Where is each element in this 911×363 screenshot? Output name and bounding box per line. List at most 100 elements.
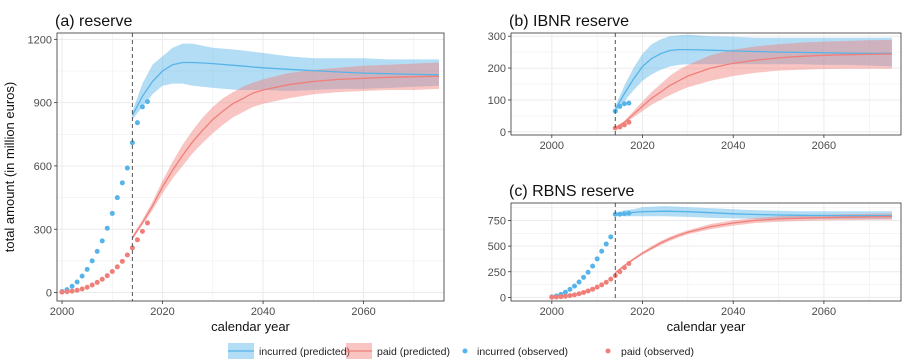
point-paid-observed- — [571, 292, 577, 298]
point-paid-observed- — [114, 264, 120, 270]
x-tick-label: 2040 — [251, 306, 275, 318]
y-tick-label: 300 — [488, 31, 506, 43]
line-paid-predicted- — [614, 53, 892, 129]
point-incurred-observed- — [617, 103, 623, 109]
y-tick-label: 750 — [488, 215, 506, 227]
panel-title: (a) reserve — [55, 13, 132, 30]
band-incurred-predicted- — [132, 43, 439, 120]
point-incurred-observed- — [608, 234, 614, 240]
point-incurred-observed- — [129, 140, 135, 146]
point-incurred-observed- — [585, 269, 591, 275]
y-tick-label: 0 — [500, 127, 506, 139]
point-incurred-observed- — [612, 211, 618, 217]
panel-a: 2000 2020 2040 2060 0 300 600 900 1200(a) reserv… — [2, 13, 445, 334]
legend-label: incurred (predicted) — [259, 346, 350, 358]
point-paid-observed- — [144, 220, 150, 226]
point-incurred-observed- — [621, 211, 627, 217]
point-incurred-observed- — [89, 258, 95, 264]
point-paid-observed- — [617, 269, 623, 275]
point-incurred-observed- — [84, 266, 90, 272]
panel-title: (c) RBNS reserve — [509, 183, 634, 200]
y-tick-label: 100 — [488, 95, 506, 107]
point-incurred-observed- — [603, 241, 609, 247]
point-incurred-observed- — [134, 120, 140, 126]
point-paid-observed- — [581, 289, 587, 295]
point-paid-observed- — [124, 252, 130, 258]
point-incurred-observed- — [594, 256, 600, 262]
x-tick-label: 2020 — [630, 140, 654, 152]
x-tick-label: 2060 — [351, 306, 375, 318]
panel-title: (b) IBNR reserve — [509, 13, 629, 30]
point-paid-observed- — [109, 268, 115, 274]
band-paid-predicted- — [615, 40, 892, 129]
point-paid-observed- — [134, 237, 140, 243]
x-tick-label: 2040 — [721, 140, 745, 152]
legend-key-point — [462, 348, 468, 354]
line-incurred-predicted- — [131, 61, 440, 116]
point-incurred-observed- — [114, 195, 120, 201]
x-tick-label: 2000 — [540, 140, 564, 152]
point-incurred-observed- — [124, 165, 130, 171]
point-incurred-observed- — [562, 289, 568, 295]
plot-border — [56, 32, 445, 302]
point-incurred-observed- — [617, 211, 623, 217]
point-incurred-observed- — [571, 283, 577, 289]
y-tick-label: 300 — [34, 224, 52, 236]
point-paid-observed- — [79, 286, 85, 292]
x-tick-label: 2040 — [721, 306, 745, 318]
line-incurred-predicted- — [615, 210, 892, 217]
x-tick-label: 2020 — [630, 306, 654, 318]
x-axis-label: calendar year — [211, 319, 290, 334]
band-paid-predicted- — [615, 213, 892, 274]
panel-c: 2000 2020 2040 2060 0 250 500 750 (c) RBNS reser… — [488, 183, 902, 334]
point-paid-observed- — [69, 288, 75, 294]
point-paid-observed- — [562, 293, 568, 299]
point-incurred-observed- — [567, 286, 573, 292]
line-paid-predicted- — [614, 215, 892, 274]
x-tick-label: 2060 — [812, 140, 836, 152]
point-incurred-observed- — [104, 225, 110, 231]
point-paid-observed- — [104, 273, 110, 279]
point-incurred-observed- — [590, 263, 596, 269]
point-paid-observed- — [617, 124, 623, 130]
point-paid-observed- — [621, 122, 627, 128]
x-tick-label: 2020 — [150, 306, 174, 318]
point-paid-observed- — [139, 228, 145, 234]
plot-border — [510, 202, 902, 302]
point-incurred-observed- — [139, 104, 145, 110]
point-paid-observed- — [99, 276, 105, 282]
point-paid-observed- — [553, 294, 559, 300]
point-incurred-observed- — [576, 279, 582, 285]
x-axis-label: calendar year — [667, 319, 746, 334]
point-paid-observed- — [590, 286, 596, 292]
point-incurred-observed- — [626, 100, 632, 106]
point-paid-observed- — [129, 245, 135, 251]
point-paid-observed- — [585, 288, 591, 294]
x-tick-label: 2000 — [540, 306, 564, 318]
band-incurred-predicted- — [615, 34, 892, 113]
y-tick-label: 200 — [488, 63, 506, 75]
y-tick-label: 600 — [34, 161, 52, 173]
point-paid-observed- — [626, 119, 632, 125]
legend: incurred (predicted) paid (predicted) incu… — [228, 343, 694, 359]
point-paid-observed- — [603, 279, 609, 285]
point-paid-observed- — [594, 284, 600, 290]
point-paid-observed- — [64, 289, 70, 295]
y-tick-label: 1200 — [28, 34, 52, 46]
point-paid-observed- — [119, 258, 125, 264]
legend-key-point — [605, 348, 611, 354]
point-incurred-observed- — [626, 210, 632, 216]
panel-b: 2000 2020 2040 2060 0 100 200 300(b) IBNR reser… — [488, 13, 902, 152]
point-paid-observed- — [626, 261, 632, 267]
point-paid-observed- — [59, 289, 65, 295]
point-paid-observed- — [599, 282, 605, 288]
x-tick-label: 2060 — [812, 306, 836, 318]
point-incurred-observed- — [621, 101, 627, 107]
legend-label: paid (predicted) — [377, 346, 450, 358]
point-incurred-observed- — [581, 274, 587, 280]
point-paid-observed- — [94, 279, 100, 285]
point-paid-observed- — [621, 265, 627, 271]
band-paid-predicted- — [132, 62, 439, 240]
legend-label: incurred (observed) — [477, 346, 568, 358]
